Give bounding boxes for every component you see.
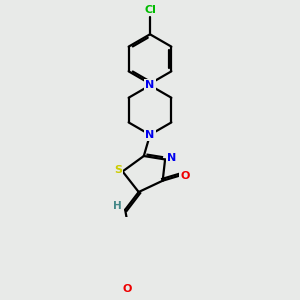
Text: N: N <box>146 130 154 140</box>
Text: Cl: Cl <box>144 5 156 15</box>
Text: O: O <box>180 171 190 181</box>
Text: N: N <box>146 80 154 90</box>
Text: S: S <box>115 165 122 176</box>
Text: N: N <box>167 153 176 163</box>
Text: O: O <box>122 284 132 294</box>
Text: H: H <box>113 201 122 211</box>
